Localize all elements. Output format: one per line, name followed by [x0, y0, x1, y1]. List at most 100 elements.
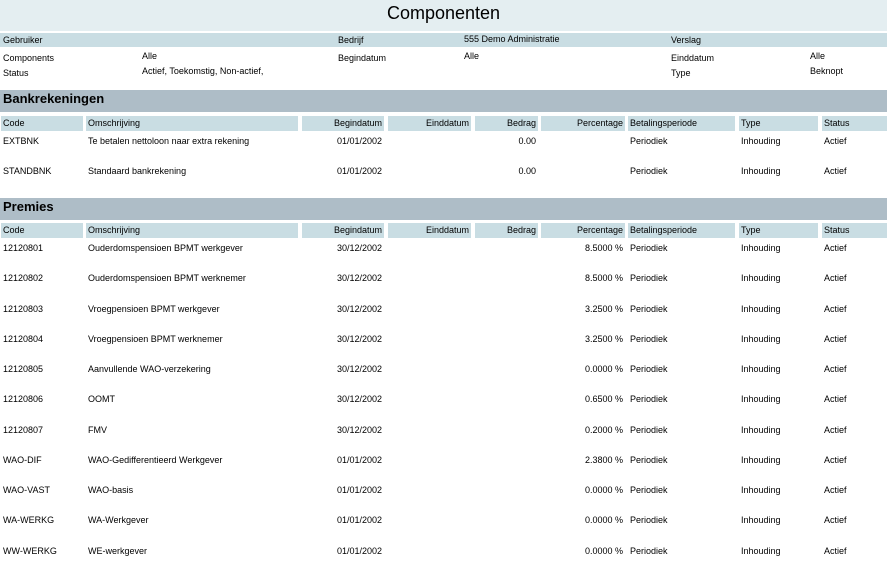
cell-percentage: 0.0000 % [584, 364, 623, 374]
cell-begindatum: 01/01/2002 [336, 455, 382, 465]
cell-percentage [541, 134, 625, 149]
cell-begindatum: 01/01/2002 [336, 166, 382, 176]
cell-betalingsperiode: Periodiek [630, 394, 668, 404]
column-header-code: Code [1, 223, 83, 238]
table-row: 12120801 Ouderdomspensioen BPMT werkgever… [0, 241, 887, 256]
cell-status: Actief [824, 243, 847, 253]
cell-betalingsperiode: Periodiek [630, 136, 668, 146]
column-header-percentage: Percentage [541, 116, 625, 131]
cell-omschrijving: WAO-Gedifferentieerd Werkgever [88, 455, 223, 465]
cell-omschrijving: Standaard bankrekening [88, 166, 187, 176]
cell-begindatum: 30/12/2002 [336, 304, 382, 314]
status-value: Actief, Toekomstig, Non-actief, [142, 66, 264, 76]
cell-begindatum: 30/12/2002 [336, 334, 382, 344]
cell-code: 12120804 [3, 334, 44, 344]
cell-type: Inhouding [741, 485, 781, 495]
cell-betalingsperiode: Periodiek [630, 364, 668, 374]
type-label: Type [671, 68, 691, 78]
cell-type: Inhouding [741, 455, 781, 465]
cell-begindatum: 30/12/2002 [336, 394, 382, 404]
table-row: WAO-VAST WAO-basis 01/01/2002 0.0000 % Perio… [0, 483, 887, 498]
cell-begindatum: 01/01/2002 [336, 546, 382, 556]
cell-begindatum: 01/01/2002 [336, 136, 382, 146]
cell-percentage: 8.5000 % [584, 243, 623, 253]
cell-einddatum [388, 302, 471, 317]
cell-omschrijving: Ouderdomspensioen BPMT werkgever [88, 243, 243, 253]
column-header-status: Status [822, 116, 887, 131]
einddatum-value: Alle [810, 51, 826, 61]
cell-code: WA-WERKG [3, 515, 55, 525]
begindatum-value: Alle [464, 51, 480, 61]
table-row: WW-WERKG WE-werkgever 01/01/2002 0.0000 % Pe… [0, 544, 887, 559]
table-row: STANDBNK Standaard bankrekening 01/01/2002… [0, 164, 887, 179]
cell-status: Actief [824, 546, 847, 556]
column-header-einddatum: Einddatum [388, 223, 471, 238]
cell-omschrijving: WA-Werkgever [88, 515, 149, 525]
cell-type: Inhouding [741, 394, 781, 404]
table-row: 12120805 Aanvullende WAO-verzekering 30/12… [0, 362, 887, 377]
table-row: 12120807 FMV 30/12/2002 0.2000 % Periodiek In… [0, 423, 887, 438]
table-row: EXTBNK Te betalen nettoloon naar extra re… [0, 134, 887, 149]
cell-einddatum [388, 483, 471, 498]
cell-begindatum: 01/01/2002 [336, 485, 382, 495]
cell-betalingsperiode: Periodiek [630, 546, 668, 556]
table-row: 12120804 Vroegpensioen BPMT werknemer 30/1… [0, 332, 887, 347]
cell-type: Inhouding [741, 515, 781, 525]
cell-type: Inhouding [741, 364, 781, 374]
cell-code: 12120806 [3, 394, 44, 404]
cell-betalingsperiode: Periodiek [630, 304, 668, 314]
cell-einddatum [388, 332, 471, 347]
column-header-bedrag: Bedrag [475, 116, 538, 131]
cell-omschrijving: WE-werkgever [88, 546, 148, 556]
cell-code: 12120807 [3, 425, 44, 435]
column-header-betalingsperiode: Betalingsperiode [628, 116, 735, 131]
cell-code: EXTBNK [3, 136, 40, 146]
cell-status: Actief [824, 166, 847, 176]
cell-code: 12120803 [3, 304, 44, 314]
cell-bedrag [475, 362, 538, 377]
table-header: Code Omschrijving Begindatum Einddatum Bedra… [0, 116, 887, 131]
column-header-code: Code [1, 116, 83, 131]
column-header-type: Type [739, 223, 818, 238]
cell-type: Inhouding [741, 166, 781, 176]
cell-einddatum [388, 164, 471, 179]
cell-status: Actief [824, 485, 847, 495]
cell-code: WAO-DIF [3, 455, 42, 465]
begindatum-label: Begindatum [338, 53, 387, 63]
gebruiker-label: Gebruiker [3, 35, 43, 45]
column-header-betalingsperiode: Betalingsperiode [628, 223, 735, 238]
cell-percentage: 3.2500 % [584, 304, 623, 314]
cell-percentage [541, 164, 625, 179]
column-header-type: Type [739, 116, 818, 131]
cell-bedrag [475, 241, 538, 256]
cell-omschrijving: WAO-basis [88, 485, 134, 495]
cell-begindatum: 30/12/2002 [336, 243, 382, 253]
cell-type: Inhouding [741, 243, 781, 253]
cell-bedrag [475, 271, 538, 286]
cell-bedrag [475, 483, 538, 498]
cell-omschrijving: Vroegpensioen BPMT werknemer [88, 334, 223, 344]
cell-omschrijving: Te betalen nettoloon naar extra rekening [88, 136, 250, 146]
cell-status: Actief [824, 304, 847, 314]
cell-percentage: 0.2000 % [584, 425, 623, 435]
cell-type: Inhouding [741, 334, 781, 344]
cell-bedrag: 0.00 [518, 136, 536, 146]
cell-status: Actief [824, 394, 847, 404]
cell-status: Actief [824, 515, 847, 525]
column-header-omschrijving: Omschrijving [86, 116, 298, 131]
cell-einddatum [388, 362, 471, 377]
cell-percentage: 3.2500 % [584, 334, 623, 344]
cell-code: STANDBNK [3, 166, 52, 176]
cell-einddatum [388, 392, 471, 407]
table-row: 12120802 Ouderdomspensioen BPMT werknemer… [0, 271, 887, 286]
cell-percentage: 0.0000 % [584, 485, 623, 495]
cell-type: Inhouding [741, 273, 781, 283]
cell-begindatum: 30/12/2002 [336, 273, 382, 283]
cell-code: WW-WERKG [3, 546, 57, 556]
info-row-2: Components Alle Begindatum Alle Einddatu… [0, 51, 887, 65]
cell-code: 12120802 [3, 273, 44, 283]
components-value: Alle [142, 51, 158, 61]
cell-bedrag [475, 544, 538, 559]
column-header-omschrijving: Omschrijving [86, 223, 298, 238]
cell-code: WAO-VAST [3, 485, 50, 495]
